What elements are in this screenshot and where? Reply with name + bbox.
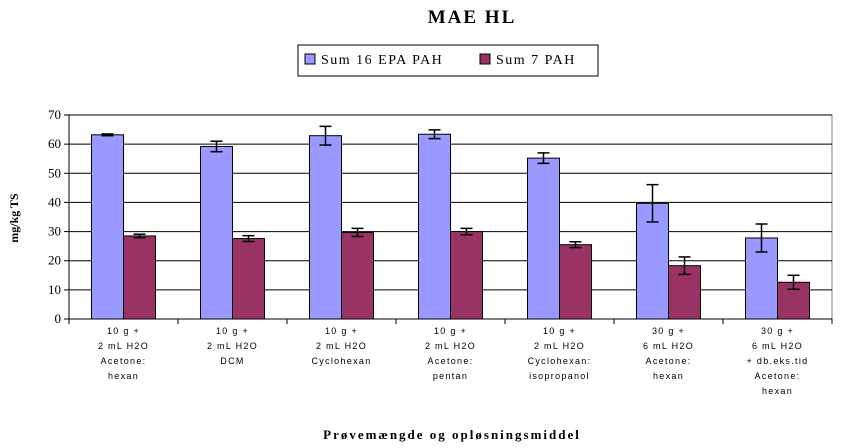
x-category-label: Acetone: [101,356,147,366]
bar [91,134,124,320]
y-tick-label: 20 [48,253,61,268]
x-category-label: 10 g + [216,326,249,336]
y-tick-label: 40 [48,194,61,209]
x-category-label: 30 g + [761,326,794,336]
legend-swatch-sum-7-pah [479,53,491,65]
x-category-label: hexan [762,386,793,396]
chart-title: MAE HL [428,7,517,28]
x-category-label: Acetone: [755,371,801,381]
y-tick-label: 30 [48,224,61,239]
y-tick-label: 10 [48,282,61,297]
x-category-label: DCM [220,356,244,366]
x-category-label: 10 g + [325,326,358,336]
x-category-label: 10 g + [107,326,140,336]
y-tick-label: 60 [48,136,61,151]
legend: Sum 16 EPA PAH Sum 7 PAH [297,44,599,77]
x-category-label: 6 mL H2O [643,341,694,351]
x-category-label: Cyclohexan: [528,356,592,366]
bar [450,231,483,320]
legend-swatch-sum-16-epa-pah [304,53,316,65]
legend-label-sum-16-epa-pah: Sum 16 EPA PAH [321,53,443,68]
x-category-label: Acetone: [428,356,474,366]
y-tick-label: 50 [48,165,61,180]
bar [123,235,156,320]
x-category-label: 2 mL H2O [207,341,258,351]
legend-box [297,44,599,77]
x-category-label: Acetone: [646,356,692,366]
x-category-label: hexan [108,371,139,381]
x-category-label: isopropanol [529,371,590,381]
x-category-label: 2 mL H2O [316,341,367,351]
x-category-label: 6 mL H2O [752,341,803,351]
legend-label-sum-7-pah: Sum 7 PAH [496,53,576,68]
x-category-label: 30 g + [652,326,685,336]
bar [232,238,265,320]
x-category-label: 2 mL H2O [534,341,585,351]
x-category-label: 10 g + [543,326,576,336]
x-category-label: + db.eks.tid [747,356,809,366]
bar [200,145,233,320]
bar [341,231,374,320]
x-category-label: Cyclohexan [311,356,371,366]
x-axis-label: Prøvemængde og opløsningsmiddel [323,427,581,442]
x-category-label: 2 mL H2O [425,341,476,351]
plot-area: 0 10 20 30 40 50 60 70 10 g + 2 mL H2O Acetone: hex… [48,107,833,396]
y-tick-label: 0 [55,311,62,326]
y-tick-label: 70 [48,107,61,122]
x-category-label: pentan [433,371,468,381]
bar [527,157,560,320]
x-category-label: 10 g + [434,326,467,336]
bar [309,135,342,320]
x-category-label: hexan [653,371,684,381]
y-axis-label: mg/kg TS [7,193,21,243]
x-category-label: 2 mL H2O [98,341,149,351]
bar [418,133,451,320]
bar [559,244,592,320]
